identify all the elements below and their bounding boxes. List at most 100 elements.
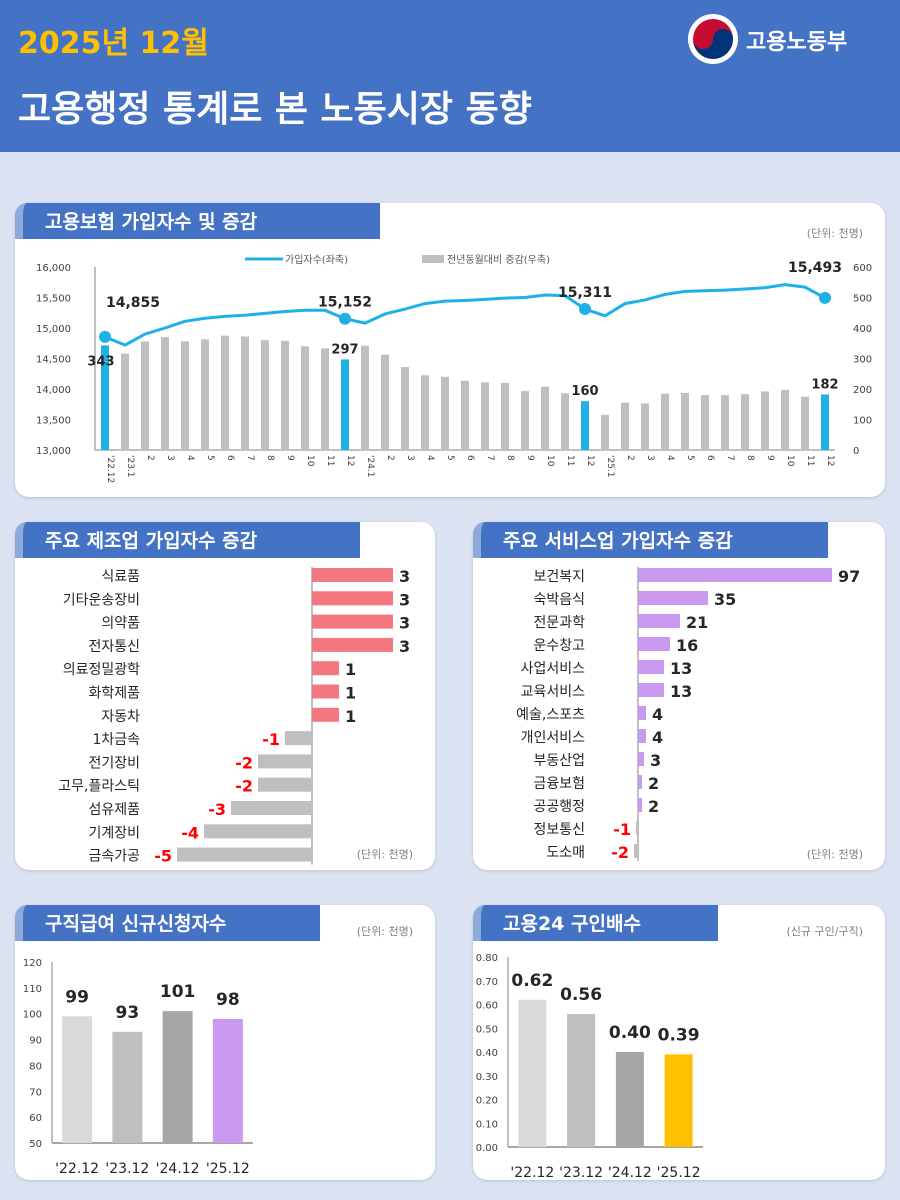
- x-axis-tick: 2: [625, 455, 635, 461]
- x-axis-tick: 5: [685, 455, 695, 461]
- value-bar: [634, 844, 638, 858]
- change-label: 297: [331, 342, 358, 357]
- subscriber-point: [99, 330, 111, 343]
- value-bar: [285, 731, 312, 746]
- change-bar: [521, 391, 529, 450]
- right-axis-tick: 600: [853, 263, 872, 274]
- change-bar: [461, 380, 469, 450]
- x-axis-tick: 6: [465, 455, 475, 461]
- y-axis-tick: 0.80: [476, 953, 498, 964]
- y-axis-tick: 0.20: [476, 1096, 498, 1107]
- y-axis-tick: 0.60: [476, 1001, 498, 1012]
- value-label: 1: [345, 707, 356, 726]
- x-axis-tick: 10: [785, 455, 795, 467]
- ministry-name: 고용노동부: [746, 30, 848, 55]
- legend-label: 전년동월대비 증감(우축): [447, 254, 550, 266]
- y-axis-tick: 100: [23, 1010, 42, 1021]
- ratio-unit: (신규 구인/구직): [786, 925, 863, 938]
- y-axis-tick: 0.00: [476, 1143, 498, 1154]
- report-date: 2025년 12월: [18, 26, 209, 61]
- page-header: 2025년 12월 고용행정 통계로 본 노동시장 동향 고용노동부: [0, 0, 900, 152]
- page-title: 고용행정 통계로 본 노동시장 동향: [18, 89, 532, 130]
- value-label: 101: [160, 982, 196, 1002]
- x-axis-tick: '22.12: [55, 1161, 99, 1177]
- subscriber-label: 15,493: [788, 260, 842, 276]
- value-label: 35: [714, 590, 736, 609]
- value-bar: [638, 614, 680, 628]
- ministry-logo-icon: [688, 14, 738, 64]
- value-label: -2: [611, 843, 629, 862]
- category-label: 자동차: [101, 709, 140, 725]
- x-axis-tick: 8: [265, 455, 275, 461]
- ratio-chart: 0.00 0.10 0.20 0.30 0.40 0.50 0.60 0.70 0.80 0.62…: [476, 953, 703, 1180]
- x-axis-tick: 11: [565, 455, 575, 466]
- value-bar: [638, 660, 664, 674]
- left-axis-tick: 15,500: [36, 294, 71, 305]
- x-axis-tick: 7: [245, 455, 255, 461]
- services-unit: (단위: 천명): [806, 848, 863, 861]
- x-axis-tick: 10: [545, 455, 555, 467]
- x-axis-tick: '23.12: [559, 1165, 603, 1180]
- ratio-title: 고용24 구인배수: [473, 905, 718, 941]
- category-label: 사업서비스: [521, 661, 586, 677]
- right-axis-tick: 400: [853, 324, 872, 335]
- x-axis-tick: '24.12: [608, 1165, 652, 1180]
- x-axis-tick: 5: [205, 455, 215, 461]
- value-bar: [312, 568, 393, 582]
- category-label: 고무,플라스틱: [58, 779, 140, 795]
- change-bar: [341, 359, 349, 450]
- left-axis-tick: 15,000: [36, 324, 71, 335]
- y-axis-tick: 90: [29, 1036, 42, 1047]
- subscriber-point: [819, 291, 831, 304]
- value-label: 4: [652, 705, 663, 724]
- insurance-chart: 가입자수(좌축) 전년동월대비 증감(우축) 13,000 13,500 14,000 1…: [36, 253, 872, 483]
- y-axis-tick: 0.10: [476, 1119, 498, 1130]
- category-label: 화학제품: [88, 686, 140, 702]
- change-bar: [801, 396, 809, 450]
- change-bar: [601, 414, 609, 450]
- x-axis-tick: '22.12: [105, 455, 115, 483]
- category-label: 교육서비스: [521, 684, 586, 700]
- value-label: -3: [208, 800, 226, 819]
- x-axis-tick: 2: [385, 455, 395, 461]
- change-bar: [241, 336, 249, 450]
- value-bar: [638, 591, 708, 605]
- value-label: 2: [648, 797, 659, 816]
- value-bar: [258, 777, 312, 792]
- x-axis-tick: '24.12: [156, 1161, 200, 1177]
- subscriber-line: [104, 283, 826, 347]
- y-axis-tick: 70: [29, 1087, 42, 1098]
- insurance-title: 고용보험 가입자수 및 증감: [15, 203, 380, 239]
- y-axis-tick: 50: [29, 1139, 42, 1150]
- x-axis-tick: 9: [765, 455, 775, 461]
- left-axis-tick: 13,000: [36, 446, 71, 457]
- x-axis-tick: 6: [705, 455, 715, 461]
- value-bar: [62, 1016, 93, 1143]
- category-label: 1차금속: [92, 732, 140, 748]
- jobseekers-title: 구직급여 신규신청자수: [15, 905, 320, 941]
- change-bar: [501, 382, 509, 450]
- insurance-unit: (단위: 천명): [806, 227, 863, 240]
- x-axis-tick: '25.12: [657, 1165, 701, 1180]
- value-bar: [638, 752, 644, 766]
- category-label: 숙박음식: [533, 592, 585, 608]
- x-axis-tick: 12: [825, 455, 835, 466]
- right-axis-tick: 200: [853, 385, 872, 396]
- value-label: 1: [345, 684, 356, 703]
- x-axis-tick: 4: [425, 455, 435, 461]
- value-bar: [312, 684, 339, 699]
- change-bar: [381, 354, 389, 450]
- insurance-card: 가입자수(좌축) 전년동월대비 증감(우축) 13,000 13,500 14,000 1…: [15, 203, 885, 497]
- change-bar: [621, 402, 629, 450]
- change-bar: [101, 345, 109, 450]
- category-label: 전자통신: [88, 639, 140, 655]
- manufacturing-card: 식료품 3 기타운송장비 3 의약품 3 전자통신 3 의료정밀광학 1 화학제품 1 자동차 1 1차금속…: [15, 522, 435, 870]
- manufacturing-chart: 식료품 3 기타운송장비 3 의약품 3 전자통신 3 의료정밀광학 1 화학제품 1 자동차 1 1차금속…: [58, 567, 410, 866]
- value-label: -5: [154, 847, 172, 866]
- value-label: 1: [345, 660, 356, 679]
- right-axis-tick: 0: [853, 446, 859, 457]
- value-label: 0.62: [511, 971, 553, 991]
- change-bar: [561, 393, 569, 450]
- value-bar: [312, 707, 339, 722]
- manufacturing-title: 주요 제조업 가입자수 증감: [15, 522, 360, 558]
